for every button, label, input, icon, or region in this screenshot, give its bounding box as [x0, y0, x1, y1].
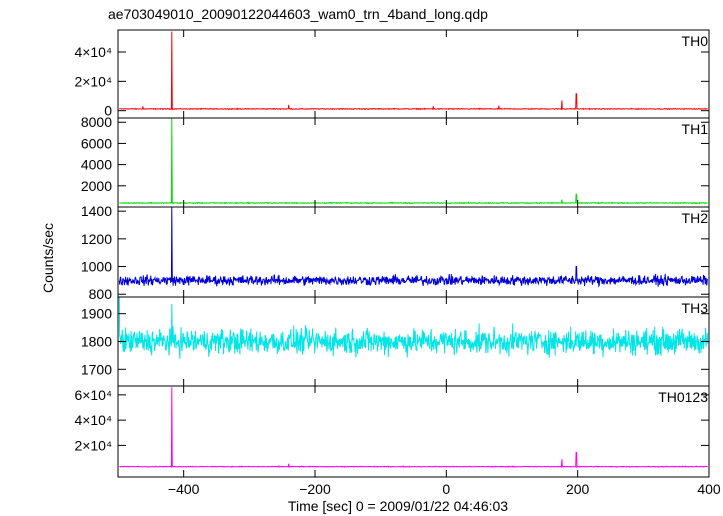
y-tick-label: 6000: [81, 135, 112, 151]
y-tick-label: 1200: [81, 231, 112, 247]
y-tick-label: 1800: [81, 334, 112, 350]
y-tick-label: 1000: [81, 259, 112, 275]
series-line-th1: [119, 117, 708, 205]
x-tick-label: 0: [442, 481, 450, 497]
x-axis-label: Time [sec] 0 = 2009/01/22 04:46:03: [287, 498, 509, 514]
y-tick-label: 800: [89, 286, 113, 302]
series-line-th0123: [119, 387, 708, 469]
y-tick-label: 4×10⁴: [74, 412, 112, 428]
panel-label-th0123: TH0123: [658, 389, 708, 405]
panel-frame-th0123: [117, 385, 710, 478]
panel-frame-th0: [117, 29, 710, 119]
y-tick-label: 0: [104, 103, 112, 119]
y-tick-label: 4×10⁴: [74, 44, 112, 60]
panel-label-th0: TH0: [682, 33, 709, 49]
panel-frame-th1: [117, 117, 710, 208]
panel-label-th3: TH3: [682, 300, 709, 316]
y-tick-label: 1400: [81, 203, 112, 219]
y-tick-label: 4000: [81, 157, 112, 173]
series-line-th3: [118, 296, 709, 359]
chart-title: ae703049010_20090122044603_wam0_trn_4ban…: [108, 6, 488, 22]
x-tick-label: −200: [299, 481, 331, 497]
series-line-th0: [118, 31, 708, 111]
y-tick-label: 8000: [81, 114, 112, 130]
panel-frame-th2: [117, 206, 710, 298]
y-tick-label: 2000: [81, 178, 112, 194]
y-tick-label: 2×10⁴: [74, 437, 112, 453]
x-tick-label: 400: [697, 481, 721, 497]
y-tick-label: 6×10⁴: [74, 387, 112, 403]
series-line-th2: [118, 206, 708, 288]
panel-label-th2: TH2: [682, 210, 709, 226]
panel-label-th1: TH1: [682, 121, 709, 137]
y-tick-label: 2×10⁴: [74, 73, 112, 89]
y-tick-label: 1900: [81, 306, 112, 322]
x-tick-label: 200: [566, 481, 590, 497]
y-tick-label: 1700: [81, 361, 112, 377]
x-tick-label: −400: [168, 481, 200, 497]
